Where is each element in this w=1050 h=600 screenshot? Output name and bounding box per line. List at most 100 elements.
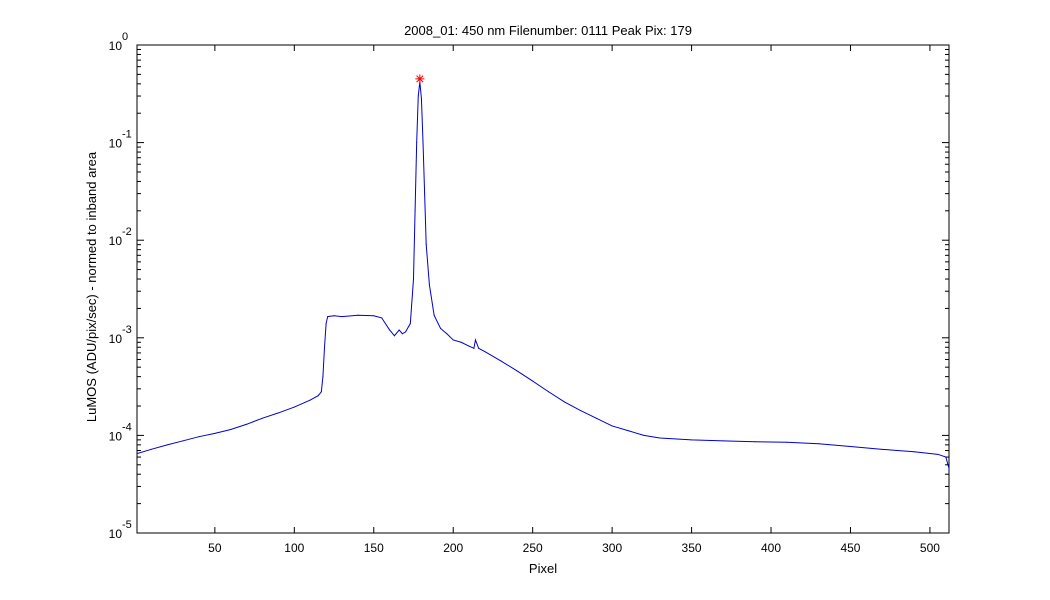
data-point: [691, 439, 693, 441]
data-point: [322, 376, 324, 378]
data-point: [373, 315, 375, 317]
y-tick-label-base: 10: [109, 429, 123, 443]
series-line: [136, 81, 950, 469]
data-point: [468, 345, 470, 347]
data-point: [420, 98, 422, 100]
data-point: [659, 437, 661, 439]
data-point: [136, 453, 138, 455]
data-point: [416, 142, 418, 144]
data-point: [627, 430, 629, 432]
data-point: [320, 391, 322, 393]
data-point: [417, 95, 419, 97]
data-point: [446, 333, 448, 335]
data-point: [433, 314, 435, 316]
data-point: [786, 441, 788, 443]
data-point: [611, 425, 613, 427]
y-tick-label-base: 10: [109, 137, 123, 151]
data-point: [440, 327, 442, 329]
data-point: [333, 315, 335, 317]
y-tick-label-base: 10: [109, 332, 123, 346]
y-tick-label-exponent: -2: [122, 226, 132, 238]
data-point: [401, 333, 403, 335]
data-point: [818, 443, 820, 445]
x-tick-label: 100: [284, 541, 304, 555]
data-point: [182, 440, 184, 442]
series-layer: [136, 81, 950, 469]
peak-marker-layer: [415, 74, 425, 84]
data-point: [293, 406, 295, 408]
data-point: [945, 456, 947, 458]
data-point: [409, 323, 411, 325]
data-point: [412, 278, 414, 280]
data-point: [937, 453, 939, 455]
x-axis-label: Pixel: [529, 561, 557, 576]
data-point: [277, 412, 279, 414]
data-point: [913, 451, 915, 453]
y-tick-label-base: 10: [109, 527, 123, 541]
data-point: [563, 401, 565, 403]
data-point: [341, 316, 343, 318]
data-point: [473, 347, 475, 349]
data-point: [722, 440, 724, 442]
data-point: [262, 417, 264, 419]
data-point: [484, 351, 486, 353]
data-point: [500, 360, 502, 362]
data-point: [325, 323, 327, 325]
y-tick-label-exponent: -1: [122, 129, 132, 141]
data-point: [428, 284, 430, 286]
data-point: [393, 335, 395, 337]
data-point: [948, 467, 950, 469]
data-point: [595, 417, 597, 419]
data-point: [478, 347, 480, 349]
data-point: [357, 314, 359, 316]
data-point: [881, 448, 883, 450]
x-tick-label: 150: [364, 541, 384, 555]
y-tick-label-exponent: 0: [122, 31, 128, 43]
y-tick-label-exponent: -5: [122, 519, 132, 531]
data-point: [405, 331, 407, 333]
x-tick-label: 250: [523, 541, 543, 555]
data-point: [317, 395, 319, 397]
y-tick-label-base: 10: [109, 234, 123, 248]
x-tick-label: 300: [602, 541, 622, 555]
data-point: [474, 339, 476, 341]
y-tick-label-base: 10: [109, 39, 123, 53]
peak-marker-stroke: [416, 75, 424, 83]
data-point: [643, 434, 645, 436]
data-point: [516, 370, 518, 372]
x-tick-label: 50: [208, 541, 222, 555]
chart-title: 2008_01: 450 nm Filenumber: 0111 Peak Pi…: [404, 23, 692, 38]
x-tick-label: 200: [443, 541, 463, 555]
data-point: [150, 448, 152, 450]
x-tick-label: 450: [840, 541, 860, 555]
data-point: [452, 339, 454, 341]
data-point: [198, 436, 200, 438]
data-point: [849, 445, 851, 447]
x-tick-label: 400: [761, 541, 781, 555]
data-point: [414, 210, 416, 212]
plot-frame: [136, 44, 950, 534]
data-point: [532, 380, 534, 382]
data-point: [246, 423, 248, 425]
data-point: [324, 346, 326, 348]
y-tick-label-exponent: -4: [122, 421, 132, 433]
axes: 50 100 150 200 250 300 350 400 450 50010010-110-2…: [109, 31, 950, 555]
data-point: [754, 441, 756, 443]
x-tick-label: 500: [920, 541, 940, 555]
data-point: [381, 317, 383, 319]
data-point: [398, 329, 400, 331]
peak-marker-asterisk: [415, 74, 425, 84]
data-point: [327, 316, 329, 318]
data-point: [389, 329, 391, 331]
y-tick-label-exponent: -3: [122, 324, 132, 336]
data-point: [425, 244, 427, 246]
y-axis-label: LuMOS (ADU/pix/sec) - normed to inband a…: [84, 151, 99, 422]
data-point: [230, 428, 232, 430]
data-point: [166, 444, 168, 446]
data-point: [548, 391, 550, 393]
data-point: [422, 142, 424, 144]
data-point: [579, 409, 581, 411]
data-point: [309, 399, 311, 401]
data-point: [424, 193, 426, 195]
